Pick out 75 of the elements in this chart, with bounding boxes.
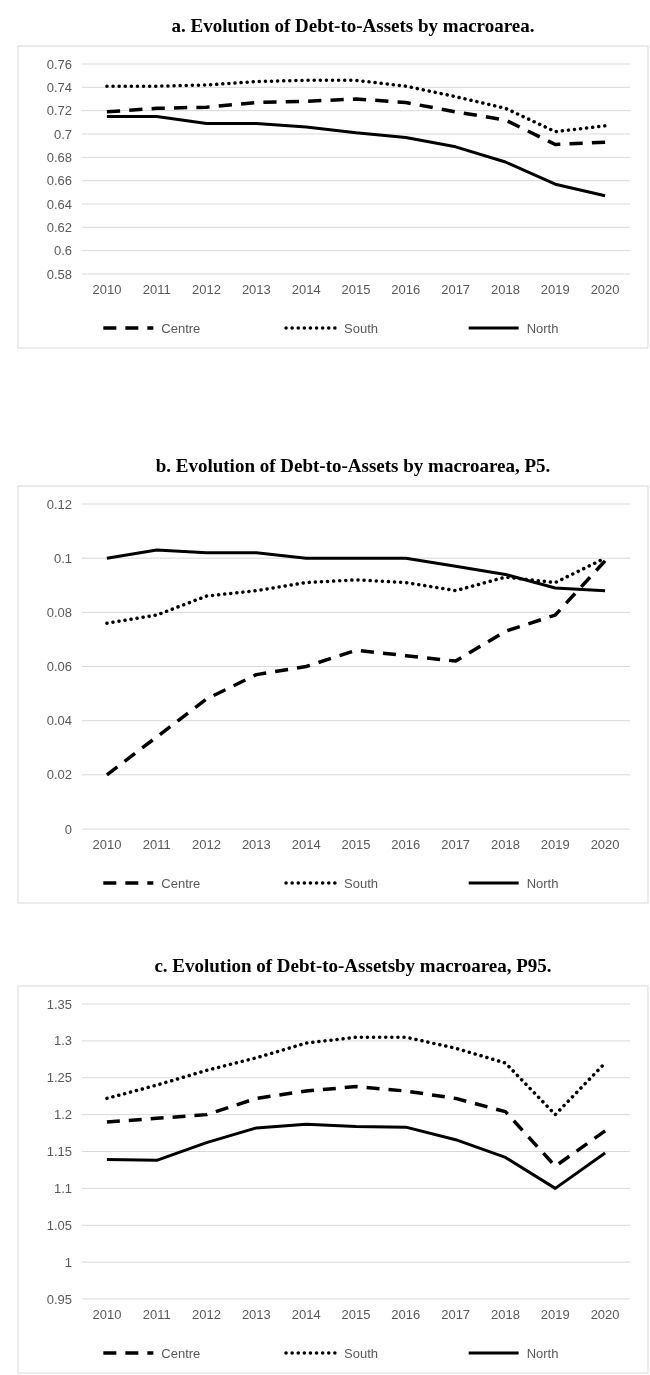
y-tick-label: 0.7 — [53, 126, 72, 142]
x-tick-label: 2018 — [490, 282, 520, 297]
x-tick-label: 2015 — [341, 837, 371, 852]
x-tick-label: 2013 — [241, 1307, 271, 1322]
x-tick-label: 2015 — [341, 282, 371, 297]
chart-title: c. Evolution of Debt-to-Assetsby macroarea, P95. — [154, 955, 552, 976]
legend-label: Centre — [161, 875, 201, 891]
y-tick-label: 0.66 — [46, 173, 72, 189]
x-tick-label: 2018 — [490, 837, 520, 852]
x-tick-label: 2010 — [92, 1307, 122, 1322]
legend-label: South — [344, 875, 378, 891]
x-tick-label: 2014 — [291, 1307, 321, 1322]
y-tick-label: 1.15 — [46, 1144, 72, 1160]
x-tick-label: 2016 — [391, 282, 421, 297]
y-tick-label: 1.05 — [46, 1217, 72, 1233]
y-tick-label: 0 — [64, 821, 72, 837]
legend-label: North — [526, 320, 559, 336]
line-series — [105, 78, 607, 134]
y-tick-label: 0.76 — [46, 56, 72, 72]
y-tick-label: 1.3 — [53, 1033, 72, 1049]
legend-label: South — [344, 320, 378, 336]
y-tick-label: 0.74 — [46, 79, 72, 95]
x-tick-label: 2019 — [540, 1307, 570, 1322]
x-tick-label: 2020 — [590, 1307, 620, 1322]
x-tick-label: 2017 — [441, 1307, 471, 1322]
x-tick-label: 2017 — [441, 837, 471, 852]
line-series — [105, 1084, 607, 1168]
x-tick-label: 2012 — [192, 837, 222, 852]
legend-label: South — [344, 1345, 378, 1361]
y-tick-label: 0.02 — [46, 767, 72, 783]
y-tick-label: 0.62 — [46, 219, 72, 235]
x-tick-label: 2020 — [590, 282, 620, 297]
y-tick-label: 0.12 — [46, 496, 72, 512]
x-tick-label: 2013 — [241, 837, 271, 852]
legend-label: North — [526, 1345, 559, 1361]
y-tick-label: 0.58 — [46, 266, 72, 282]
y-tick-label: 0.06 — [46, 659, 72, 675]
x-tick-label: 2012 — [192, 282, 222, 297]
line-series — [105, 1122, 607, 1190]
x-tick-label: 2013 — [241, 282, 271, 297]
y-tick-label: 1 — [64, 1254, 72, 1270]
legend-label: Centre — [161, 320, 201, 336]
y-tick-label: 0.95 — [46, 1291, 72, 1307]
x-tick-label: 2019 — [540, 282, 570, 297]
x-tick-label: 2014 — [291, 837, 321, 852]
x-tick-label: 2015 — [341, 1307, 371, 1322]
x-tick-label: 2016 — [391, 837, 421, 852]
x-tick-label: 2011 — [142, 282, 171, 297]
legend-label: Centre — [161, 1345, 201, 1361]
legend-label: North — [526, 875, 559, 891]
x-tick-label: 2010 — [92, 282, 122, 297]
y-tick-label: 1.35 — [46, 996, 72, 1012]
line-series — [105, 1035, 607, 1117]
x-tick-label: 2019 — [540, 837, 570, 852]
y-tick-label: 0.64 — [46, 196, 72, 212]
y-tick-label: 0.1 — [53, 550, 72, 566]
y-tick-label: 0.6 — [53, 243, 72, 259]
y-tick-label: 0.68 — [46, 149, 72, 165]
chart-title: a. Evolution of Debt-to-Assets by macroarea. — [171, 15, 535, 36]
x-tick-label: 2011 — [142, 837, 171, 852]
y-tick-label: 0.72 — [46, 103, 72, 119]
y-tick-label: 0.04 — [46, 713, 72, 729]
x-tick-label: 2020 — [590, 837, 620, 852]
x-tick-label: 2012 — [192, 1307, 222, 1322]
y-tick-label: 1.2 — [53, 1107, 72, 1123]
x-tick-label: 2014 — [291, 282, 321, 297]
x-tick-label: 2010 — [92, 837, 122, 852]
x-tick-label: 2017 — [441, 282, 471, 297]
x-tick-label: 2011 — [142, 1307, 171, 1322]
x-tick-label: 2016 — [391, 1307, 421, 1322]
x-tick-label: 2018 — [490, 1307, 520, 1322]
y-tick-label: 0.08 — [46, 604, 72, 620]
y-tick-label: 1.25 — [46, 1070, 72, 1086]
chart-title: b. Evolution of Debt-to-Assets by macroarea, P5. — [155, 455, 551, 476]
y-tick-label: 1.1 — [53, 1180, 72, 1196]
